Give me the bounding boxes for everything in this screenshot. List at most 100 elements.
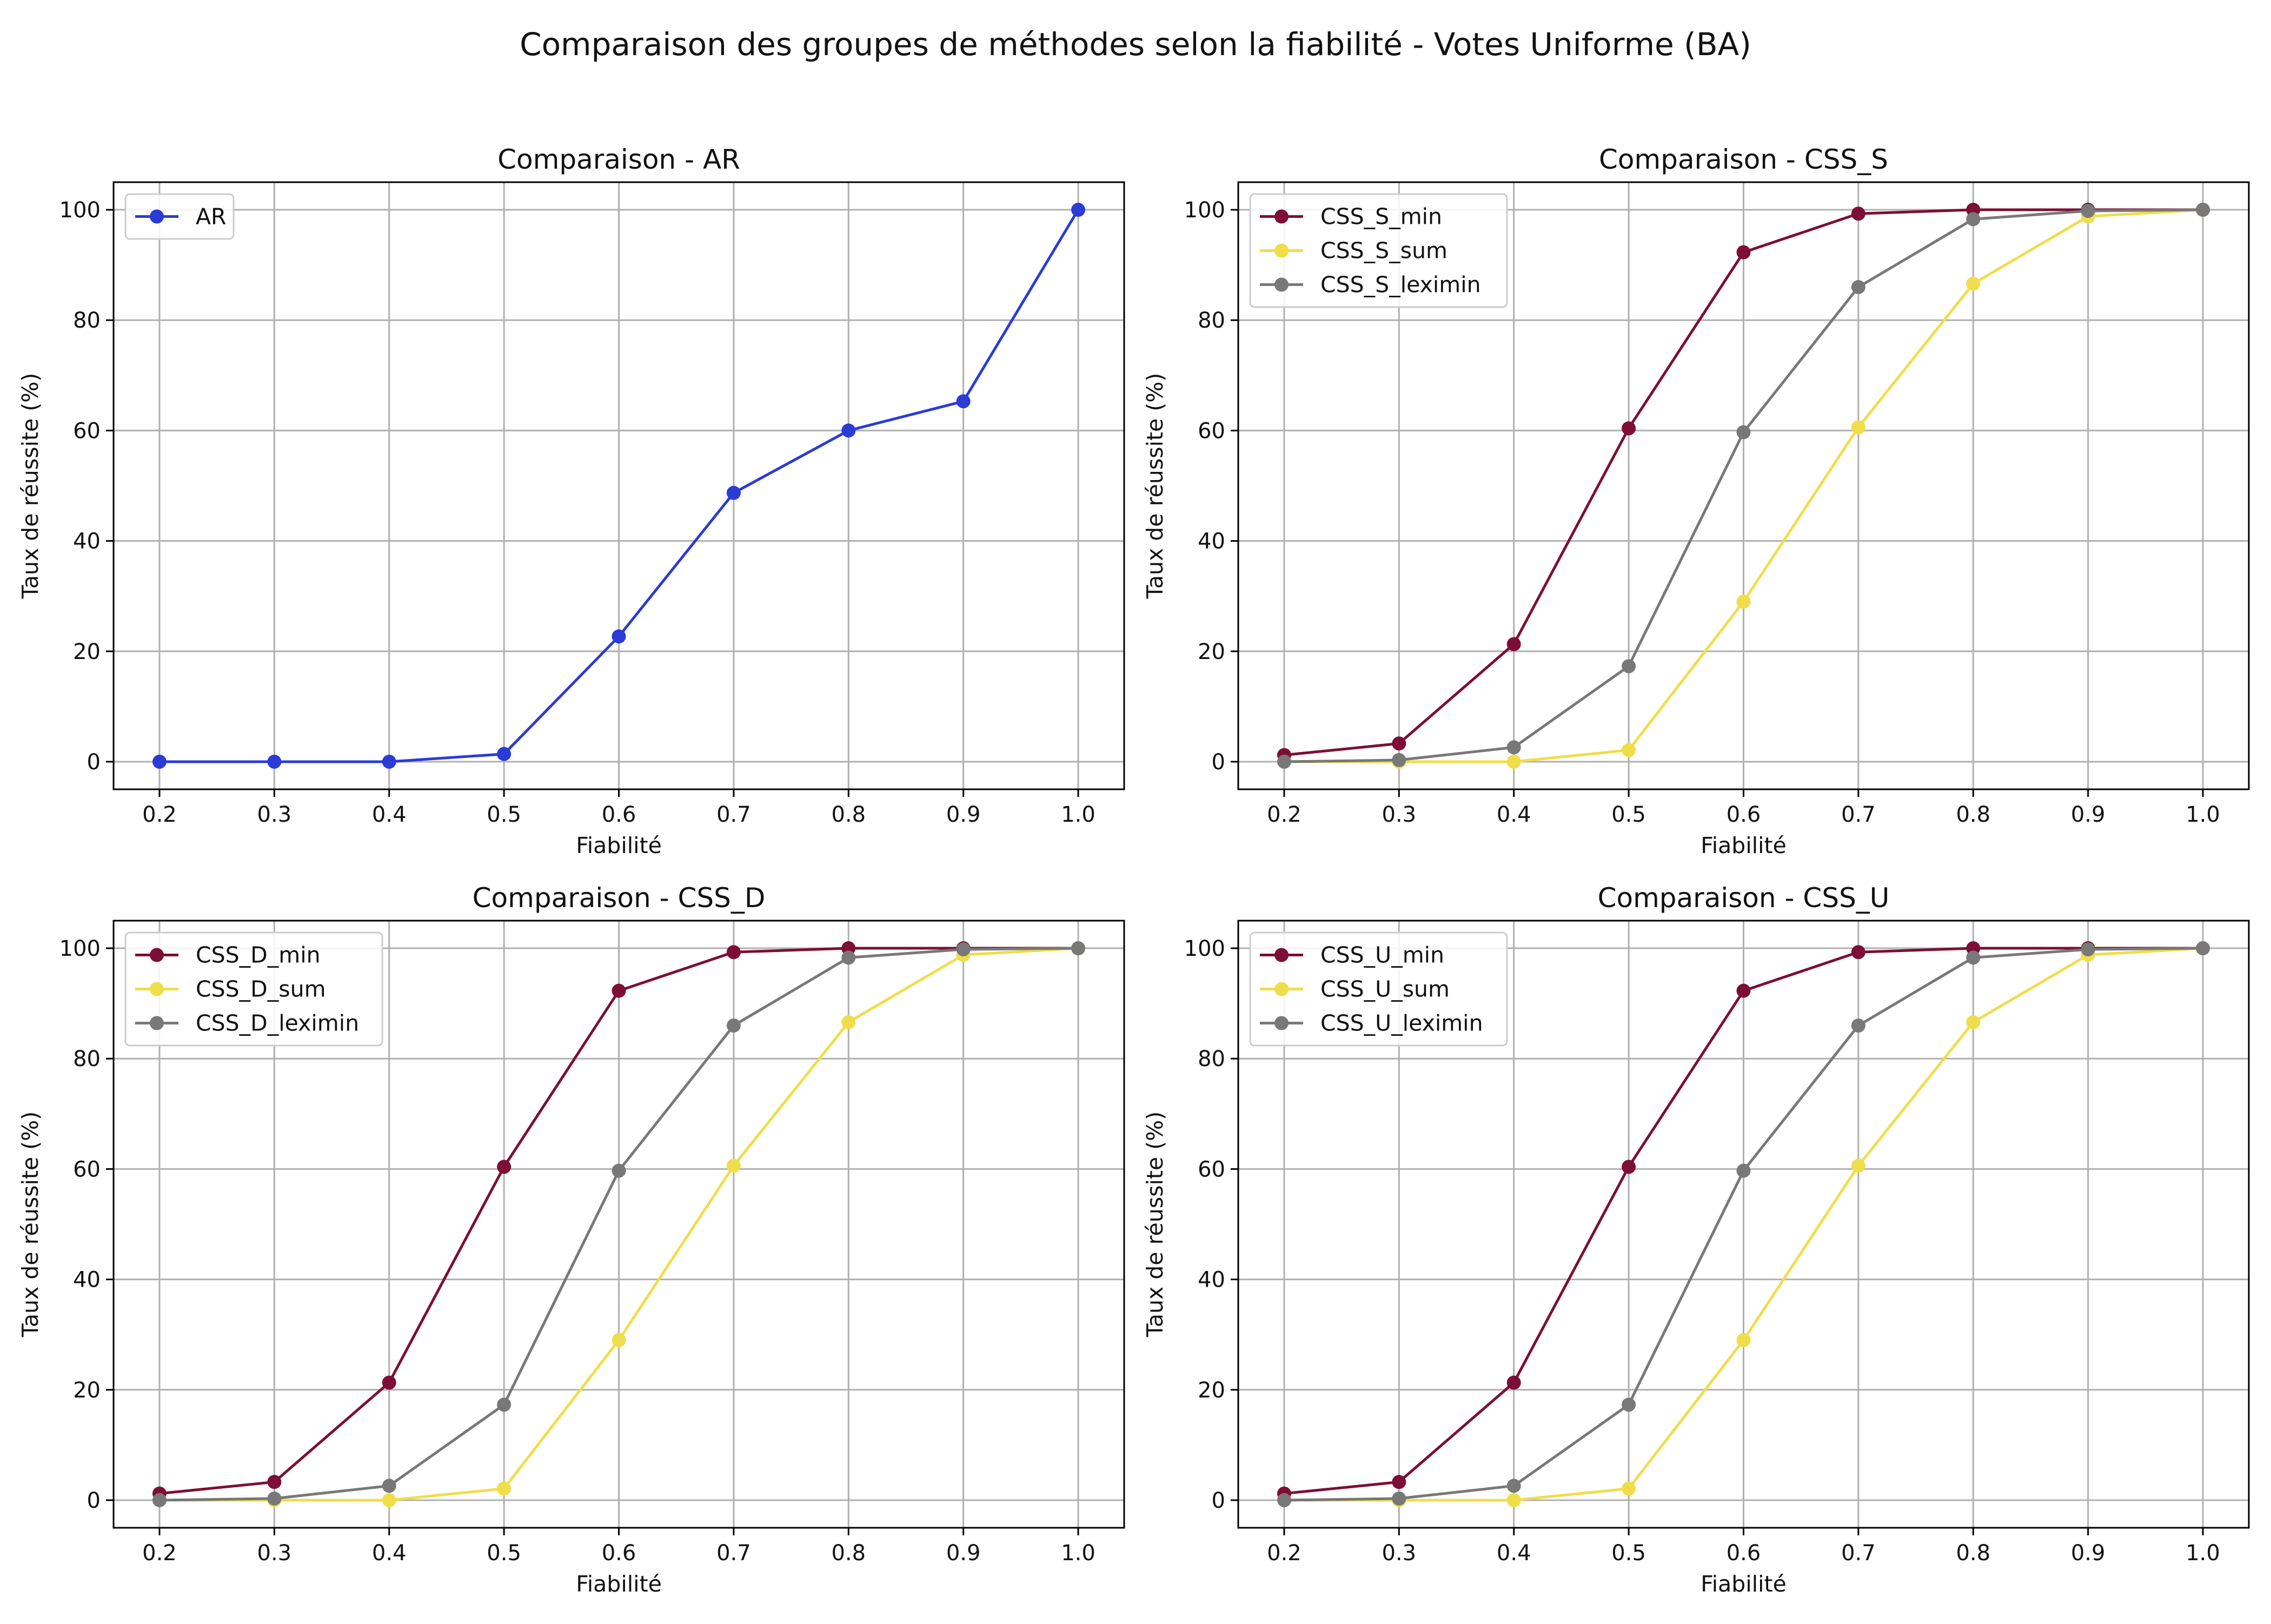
legend-label: CSS_D_leximin [196,1010,359,1036]
y-tick-label: 100 [1184,936,1225,961]
legend-box [124,193,235,240]
data-point-css-d-leximin [152,1493,167,1507]
x-tick-label: 0.9 [2071,1541,2106,1566]
data-point-css-u-leximin [2196,941,2210,956]
y-tick-label: 60 [1198,1157,1225,1182]
data-point-css-u-min [1736,983,1751,998]
axes-frame [112,920,1125,1529]
axes-frame [1237,181,2250,790]
legend-swatch-marker [1274,982,1289,996]
y-tick-label: 20 [73,640,101,664]
x-tick-label: 1.0 [2186,1541,2220,1566]
data-point-css-u-sum [1622,1481,1636,1496]
legend-box [1249,931,1508,1047]
legend-label: CSS_U_leximin [1320,1010,1483,1036]
y-tick-label: 40 [1198,1268,1225,1293]
data-point-css-u-sum [1506,1493,1521,1507]
x-tick-label: 0.7 [716,1541,751,1566]
x-tick-label: 0.6 [1727,802,1761,827]
x-tick-label: 0.5 [487,802,521,827]
data-point-css-d-leximin [956,942,971,957]
data-point-ar [382,754,396,769]
y-tick-label: 0 [1212,750,1225,775]
data-point-css-d-leximin [612,1163,626,1178]
x-axis-label: Fiabilité [1701,1571,1787,1597]
x-tick-label: 0.6 [602,802,636,827]
data-point-css-d-sum [497,1481,512,1496]
data-point-css-u-leximin [1736,1163,1751,1178]
data-point-css-s-min [1506,637,1521,651]
data-point-css-d-leximin [841,950,856,965]
legend-swatch-marker [1274,1016,1289,1030]
data-point-css-s-leximin [2081,204,2095,218]
y-tick-label: 60 [73,418,101,443]
subplot-title: Comparaison - CSS_D [473,882,766,914]
x-tick-label: 0.2 [1267,802,1301,827]
legend: CSS_U_min CSS_U_sum CSS_U_leximin [1249,931,1508,1047]
y-tick-label: 40 [73,529,101,554]
data-point-css-u-leximin [1622,1397,1636,1412]
x-tick-label: 0.8 [1956,1541,1990,1566]
data-point-css-d-min [382,1375,396,1390]
y-tick-label: 20 [1198,640,1225,664]
y-tick-label: 80 [1198,1047,1225,1071]
data-point-css-d-sum [382,1493,396,1507]
y-tick-label: 100 [1184,198,1225,223]
legend-swatch-marker [1274,243,1289,258]
figure-title: Comparaison des groupes de méthodes selo… [520,26,1751,63]
legend-label: CSS_D_min [196,942,321,968]
data-point-css-u-leximin [1392,1491,1406,1506]
legend-swatch-marker [150,209,164,224]
data-point-ar [267,754,282,769]
subplot-3: 0.2 0.3 0.4 0.5 0.6 0.7 0.8 0.9 1.0 0 20 40 60 80 100 C… [17,882,1125,1597]
subplot-title: Comparaison - AR [497,144,740,175]
legend-label: CSS_D_sum [196,976,326,1002]
x-tick-label: 0.4 [1497,1541,1531,1566]
legend-label: CSS_S_min [1320,204,1442,230]
y-axis-label: Taux de réussite (%) [17,1111,43,1338]
data-point-css-u-min [1506,1375,1521,1390]
legend-swatch-marker [1274,948,1289,962]
legend-swatch-marker [150,948,164,962]
y-tick-label: 40 [1198,529,1225,554]
legend-label: CSS_U_sum [1320,976,1450,1002]
data-point-css-d-sum [726,1159,741,1173]
data-point-css-d-leximin [726,1018,741,1033]
legend-box [1249,193,1508,308]
x-tick-label: 0.7 [1841,802,1876,827]
data-point-css-d-sum [612,1333,626,1347]
x-tick-label: 0.9 [946,802,981,827]
x-tick-label: 0.2 [142,1541,177,1566]
data-point-css-u-leximin [1506,1479,1521,1493]
x-tick-label: 0.3 [1382,802,1417,827]
data-point-css-s-sum [1736,594,1751,609]
data-point-ar [956,394,971,409]
x-tick-label: 0.2 [1267,1541,1301,1566]
legend-swatch-marker [1274,277,1289,292]
data-point-css-s-min [1736,245,1751,259]
data-point-css-u-leximin [2081,942,2095,957]
subplot-title: Comparaison - CSS_U [1598,882,1890,914]
data-point-ar [1071,203,1086,217]
data-point-css-u-sum [1851,1159,1865,1173]
x-tick-label: 0.8 [831,1541,866,1566]
y-tick-label: 100 [59,936,101,961]
data-point-css-s-min [1851,207,1865,221]
y-tick-label: 0 [87,1488,101,1513]
y-tick-label: 80 [73,308,101,333]
y-axis-label: Taux de réussite (%) [1142,373,1168,600]
data-point-ar [612,629,626,644]
x-axis-label: Fiabilité [576,833,662,858]
x-tick-label: 1.0 [1061,1541,1095,1566]
subplot-4: 0.2 0.3 0.4 0.5 0.6 0.7 0.8 0.9 1.0 0 20 40 60 80 100 C… [1142,882,2250,1597]
y-tick-label: 60 [73,1157,101,1182]
data-point-css-d-min [726,945,741,960]
data-point-css-s-leximin [1736,425,1751,440]
data-point-css-d-leximin [1071,941,1086,956]
y-tick-label: 0 [1212,1488,1225,1513]
y-tick-label: 20 [73,1378,101,1403]
legend: CSS_D_min CSS_D_sum CSS_D_leximin [124,931,383,1047]
data-point-css-s-sum [1622,743,1636,757]
data-point-css-s-leximin [1277,754,1291,769]
